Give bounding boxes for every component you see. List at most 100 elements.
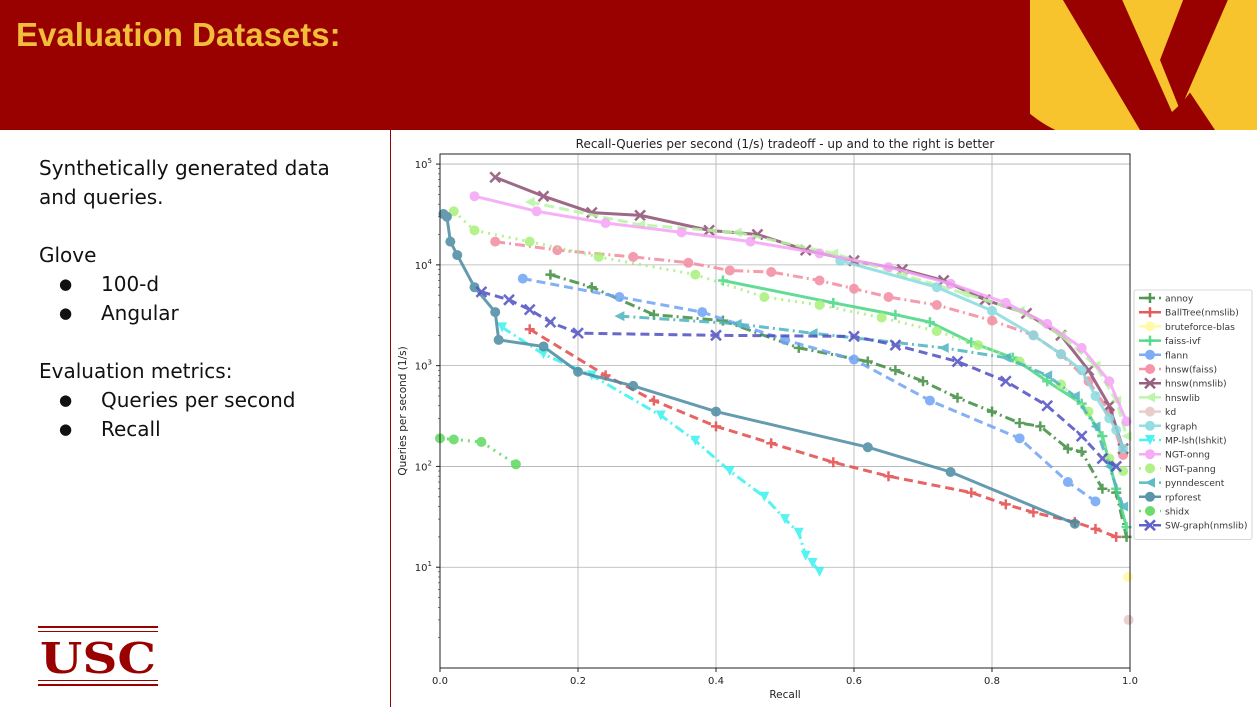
data-point — [655, 410, 666, 421]
data-point — [883, 471, 894, 482]
data-point — [1145, 307, 1155, 318]
data-point — [1076, 446, 1087, 457]
legend-label: BallTree(nmslib) — [1165, 308, 1239, 319]
data-point — [766, 438, 777, 449]
data-point — [1062, 443, 1073, 454]
data-point — [1076, 342, 1087, 353]
data-point — [489, 171, 502, 184]
data-point — [849, 283, 859, 294]
data-point — [731, 227, 742, 238]
data-point — [1145, 364, 1155, 374]
list-item: ● Angular — [39, 299, 379, 328]
data-point — [1111, 424, 1122, 435]
series-kd — [1123, 614, 1134, 625]
data-point — [828, 457, 839, 468]
data-point — [938, 342, 949, 353]
data-point — [1069, 518, 1080, 529]
data-point — [966, 487, 977, 498]
data-point — [614, 311, 625, 322]
series-balltree-nmslib- — [524, 324, 1122, 542]
legend-entry: shidx — [1139, 506, 1190, 518]
legend-label: flann — [1165, 350, 1188, 361]
x-axis-label: Recall — [769, 689, 800, 701]
data-point — [1014, 433, 1025, 444]
data-point — [648, 395, 659, 406]
data-point — [517, 273, 528, 284]
body-line-1: Synthetically generated data — [39, 156, 330, 180]
series-flann — [517, 273, 1101, 507]
legend-entry: NGT-onng — [1139, 449, 1210, 461]
series-hnsw-nmslib- — [489, 171, 1129, 455]
data-point — [1096, 452, 1109, 465]
data-point — [538, 341, 549, 352]
legend-entry: hnswlib — [1139, 392, 1200, 404]
dataset-item-metric: Angular — [101, 301, 179, 325]
series-annoy — [545, 269, 1132, 542]
data-point — [973, 340, 984, 351]
chart-title: Recall-Queries per second (1/s) tradeoff… — [576, 137, 995, 151]
data-point — [987, 315, 997, 326]
data-point — [1076, 365, 1087, 376]
data-point — [724, 265, 735, 276]
data-point — [614, 291, 625, 302]
data-point — [441, 211, 452, 222]
data-point — [1145, 463, 1155, 474]
data-point — [1145, 449, 1155, 460]
legend-label: kgraph — [1165, 421, 1197, 432]
data-point — [1042, 370, 1053, 381]
legend-entry: faiss-ivf — [1139, 335, 1201, 347]
series-ngt-onng — [469, 191, 1132, 427]
data-point — [1145, 392, 1155, 403]
data-point — [1145, 406, 1155, 417]
data-point — [1028, 507, 1039, 518]
data-point — [710, 329, 722, 342]
bullet-icon: ● — [59, 275, 73, 293]
data-point — [890, 309, 901, 320]
x-tick-label: 0.8 — [984, 676, 1000, 687]
plot-frame — [439, 153, 1131, 669]
data-point — [1042, 318, 1053, 329]
data-point — [628, 380, 639, 391]
data-point — [1056, 349, 1066, 360]
x-tick-label: 0.0 — [432, 676, 448, 687]
data-point — [1145, 420, 1155, 431]
recall-qps-chart: Recall-Queries per second (1/s) tradeoff… — [397, 137, 1253, 701]
data-point — [987, 406, 997, 417]
data-point — [1014, 417, 1025, 428]
data-point — [731, 318, 742, 329]
data-point — [1145, 477, 1155, 488]
data-point — [690, 269, 701, 280]
data-point — [697, 307, 708, 318]
legend-entry: rpforest — [1139, 491, 1201, 503]
data-point — [724, 466, 735, 477]
data-point — [497, 322, 508, 333]
data-point — [918, 376, 928, 387]
series-line — [839, 259, 1125, 450]
data-point — [1144, 377, 1156, 390]
data-point — [759, 291, 770, 302]
dataset-item-dimension: 100-d — [101, 272, 160, 296]
data-point — [959, 288, 970, 299]
series-mp-lsh-lshkit- — [497, 322, 825, 577]
series-line — [501, 326, 821, 573]
metrics-heading: Evaluation metrics: — [39, 359, 233, 383]
y-tick-label: 102 — [415, 459, 432, 473]
data-point — [1090, 390, 1101, 401]
data-point — [469, 282, 480, 293]
data-point — [1110, 460, 1123, 473]
data-point — [1111, 531, 1122, 542]
data-point — [476, 436, 487, 447]
data-point — [828, 297, 839, 308]
series-line — [494, 240, 1125, 456]
data-point — [1056, 330, 1066, 341]
legend-label: rpforest — [1165, 492, 1201, 503]
data-point — [711, 421, 721, 432]
data-point — [931, 299, 942, 310]
data-point — [890, 365, 901, 376]
data-point — [1000, 499, 1011, 510]
data-point — [1041, 399, 1054, 412]
body-line-2: and queries. — [39, 185, 164, 209]
y-axis-label: Queries per second (1/s) — [397, 346, 409, 475]
data-point — [711, 406, 721, 417]
data-point — [1118, 466, 1129, 477]
